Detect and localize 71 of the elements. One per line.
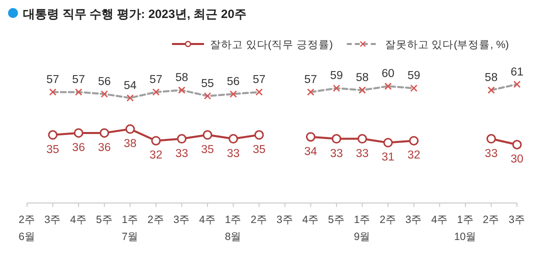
data-label: 59 <box>407 70 420 82</box>
x-tick-label: 2주 <box>482 214 500 226</box>
data-label: 33 <box>356 148 369 160</box>
point <box>358 134 368 144</box>
point <box>512 140 522 150</box>
x-tick-label: 2주 6월 <box>18 214 36 243</box>
point <box>74 128 84 138</box>
data-label: 33 <box>226 148 240 160</box>
x-tick-label: 5주 <box>328 214 345 226</box>
data-label: 57 <box>46 74 60 86</box>
data-label: 57 <box>304 74 318 86</box>
x-tick-label: 4주 <box>199 214 216 226</box>
x-tick-label: 1주 10월 <box>454 214 477 243</box>
point <box>48 130 58 140</box>
point <box>176 134 186 144</box>
data-label: 60 <box>382 68 394 80</box>
data-label: 36 <box>98 142 111 154</box>
point <box>332 134 342 144</box>
x-tick-label: 1주 9월 <box>354 214 371 243</box>
data-label: 59 <box>330 70 343 82</box>
data-label: 57 <box>150 74 162 86</box>
data-label: 31 <box>382 152 394 164</box>
x-tick-label: 3주 <box>173 214 190 226</box>
point <box>409 136 419 146</box>
point <box>306 132 316 142</box>
x-tick-label: 2주 <box>250 214 268 226</box>
legend-label: 잘하고 있다(직무 긍정률) <box>210 39 333 51</box>
point <box>486 134 496 144</box>
x-tick-label: 5주 <box>96 214 113 226</box>
data-label: 32 <box>150 150 162 162</box>
data-label: 34 <box>304 146 318 158</box>
data-label: 58 <box>175 72 188 84</box>
x-tick-label: 1주 7월 <box>122 214 139 243</box>
x-tick-label: 3주 <box>276 214 294 226</box>
data-label: 38 <box>124 138 137 150</box>
data-label: 35 <box>46 144 60 156</box>
data-label: 56 <box>226 76 240 88</box>
x-tick-label: 4주 <box>431 214 448 226</box>
point <box>254 130 264 140</box>
point <box>125 124 135 134</box>
data-label: 33 <box>484 148 498 160</box>
x-tick-label: 2주 <box>380 214 396 226</box>
point <box>100 128 110 138</box>
data-label: 58 <box>484 72 498 84</box>
point <box>202 130 212 140</box>
x-tick-label: 2주 <box>148 214 164 226</box>
data-label: 55 <box>201 78 214 90</box>
point <box>151 136 161 146</box>
data-label: 35 <box>201 144 214 156</box>
point <box>383 138 393 148</box>
data-label: 57 <box>72 74 85 86</box>
x-tick-label: 3주 <box>44 214 62 226</box>
chart-title: 대통령 직무 수행 평가: 2023년, 최근 20주 <box>23 7 246 21</box>
point <box>228 134 238 144</box>
x-tick-label: 1주 8월 <box>224 214 242 243</box>
data-label: 30 <box>510 154 524 166</box>
data-label: 36 <box>72 142 85 154</box>
data-label: 33 <box>330 148 343 160</box>
data-label: 35 <box>252 144 266 156</box>
data-label: 32 <box>407 150 420 162</box>
data-label: 56 <box>98 76 111 88</box>
data-label: 57 <box>252 74 266 86</box>
legend-label: 잘못하고 있다(부정률, %) <box>384 39 509 51</box>
x-tick-label: 4주 <box>70 214 87 226</box>
data-label: 61 <box>510 66 524 78</box>
x-tick-label: 3주 <box>405 214 422 226</box>
x-tick-label: 3주 <box>508 214 526 226</box>
data-label: 58 <box>356 72 369 84</box>
x-tick-label: 4주 <box>302 214 320 226</box>
data-label: 54 <box>124 80 138 92</box>
data-label: 33 <box>175 148 188 160</box>
